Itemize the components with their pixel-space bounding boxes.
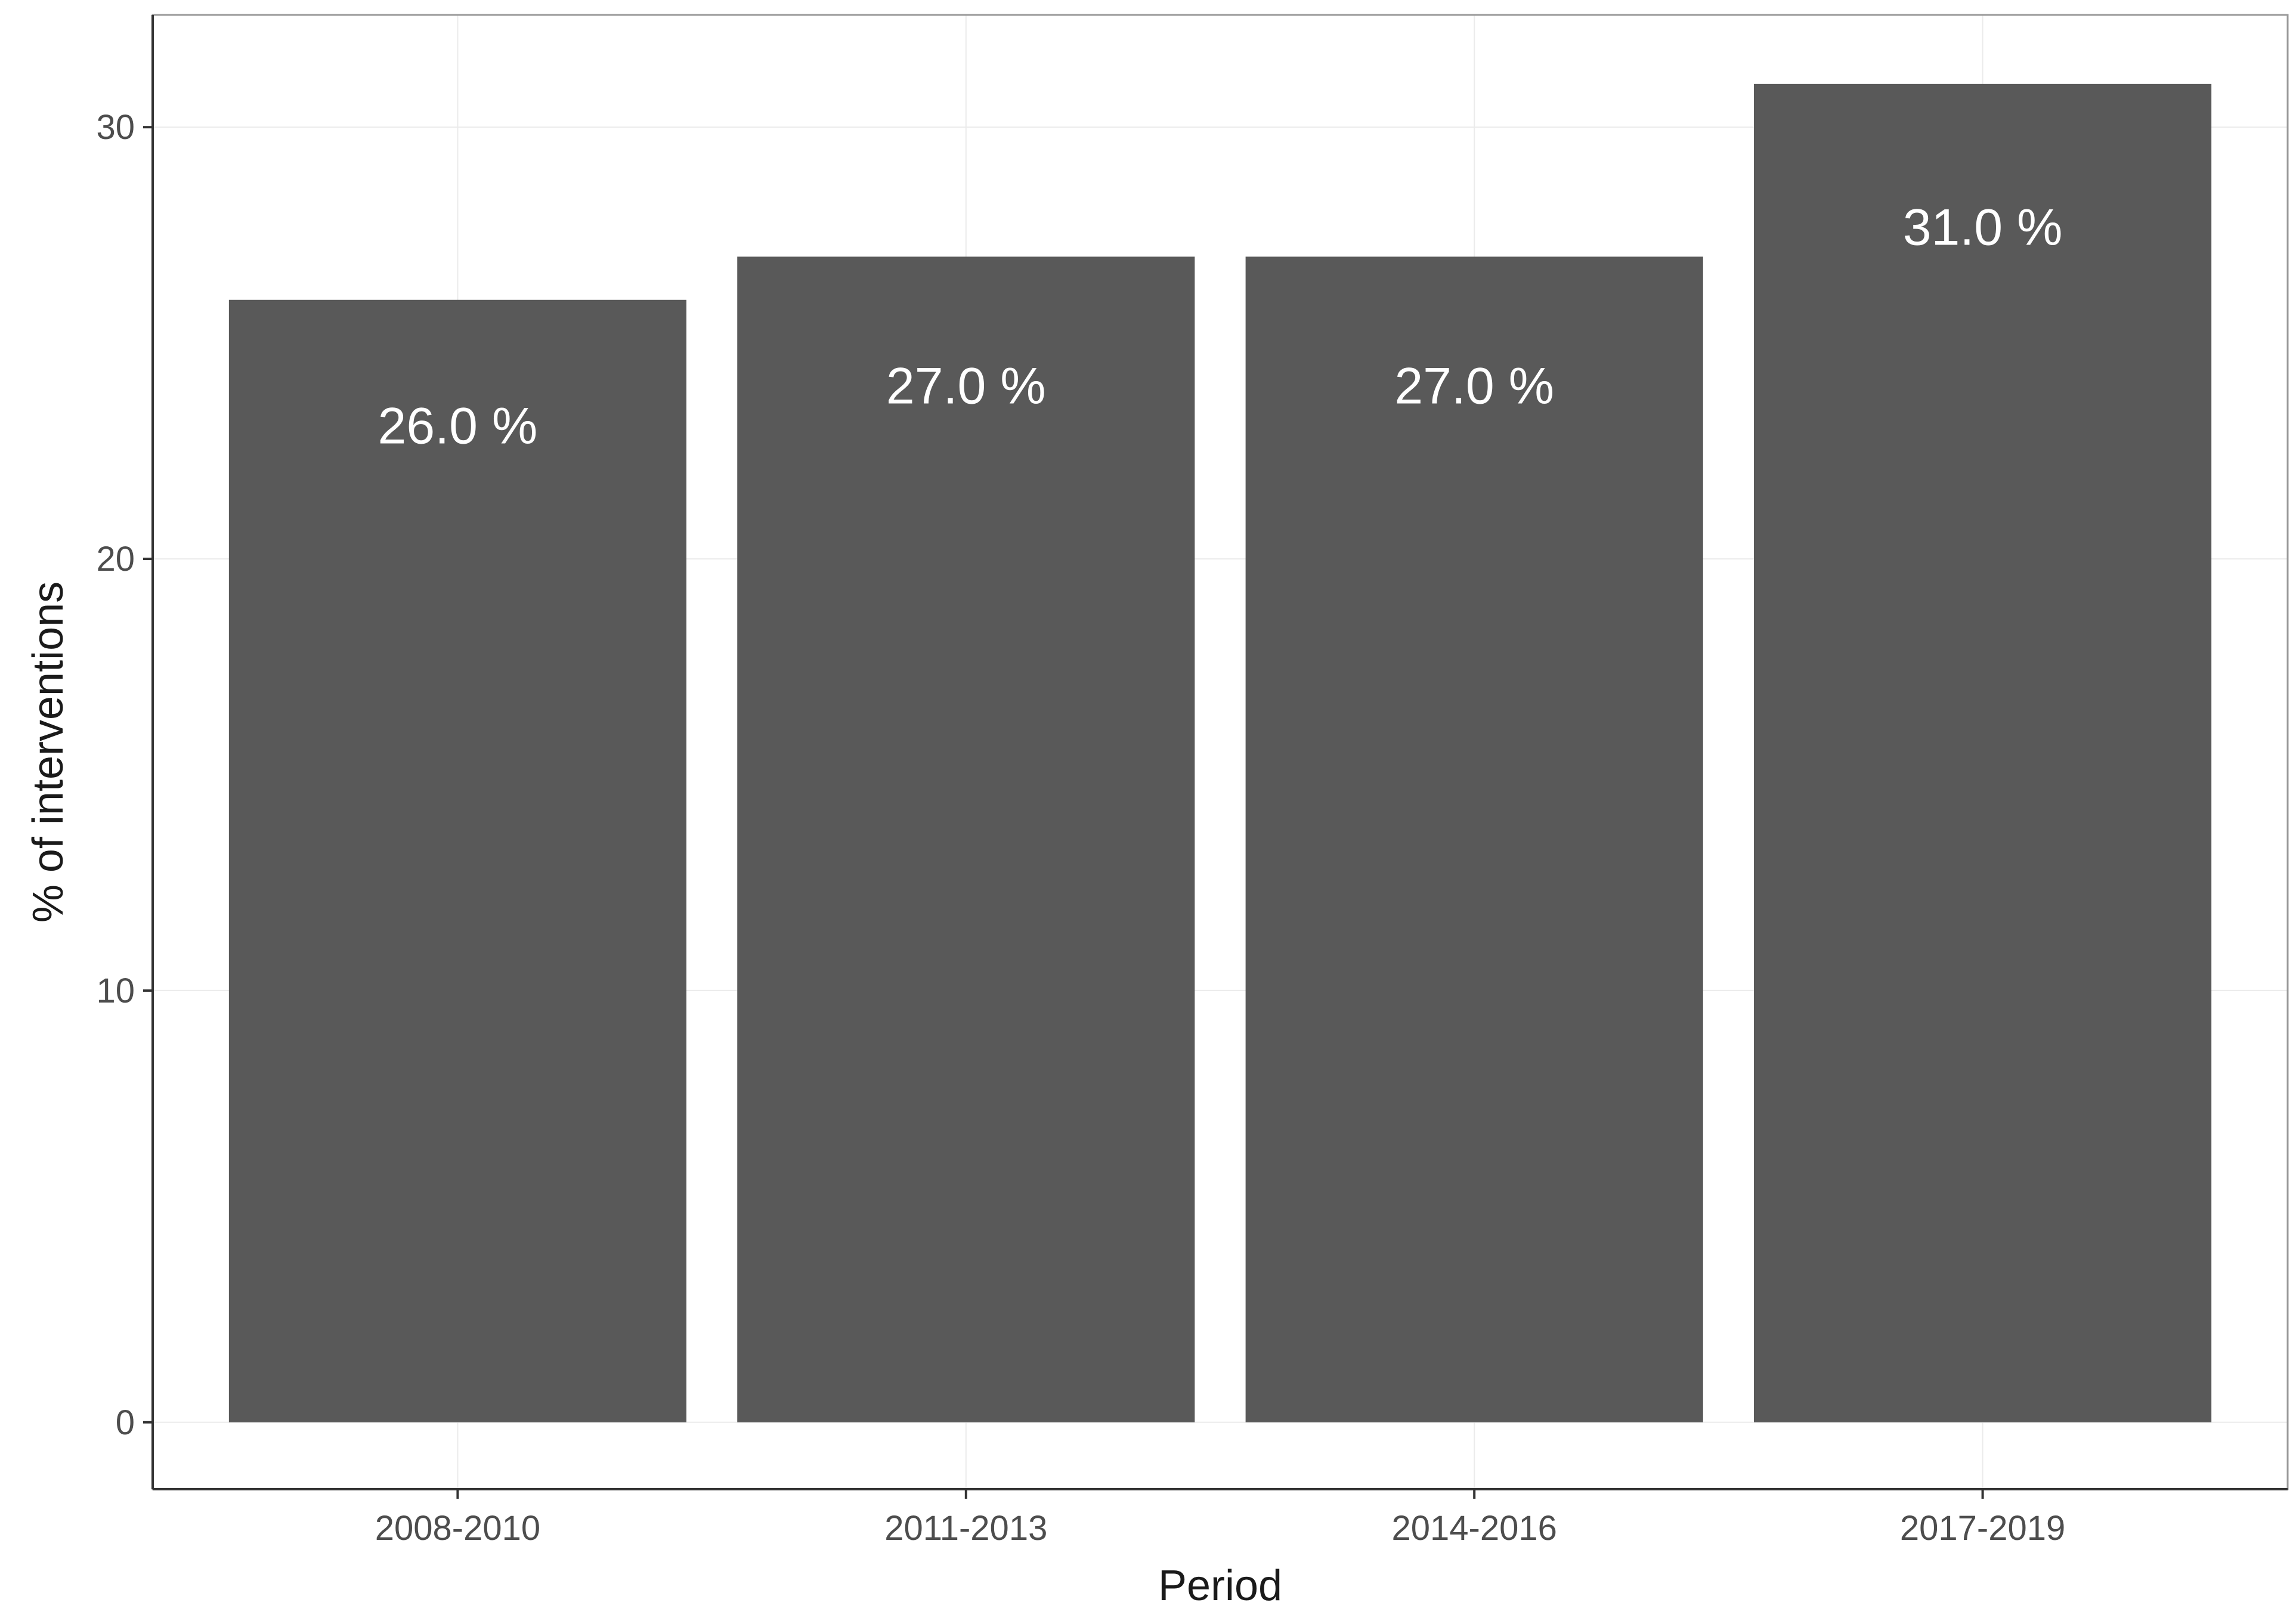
y-tick-label: 20 — [96, 540, 135, 579]
y-tick-label: 0 — [116, 1403, 135, 1442]
y-axis-ticks: 0 10 20 30 — [96, 108, 153, 1442]
x-tick-label: 2017-2019 — [1900, 1509, 2065, 1548]
bars — [228, 83, 2212, 1422]
y-tick-label: 10 — [96, 972, 135, 1010]
bar-2017-2019 — [1754, 83, 2212, 1422]
bar-2014-2016 — [1245, 256, 1703, 1422]
x-axis-title: Period — [1158, 1562, 1282, 1610]
bar-value-labels: 26.0 % 27.0 % 27.0 % 31.0 % — [378, 199, 2063, 454]
y-axis-title: % of interventions — [24, 581, 72, 923]
bar-value-label: 31.0 % — [1903, 199, 2063, 256]
bar-2011-2013 — [737, 256, 1195, 1422]
bar-value-label: 26.0 % — [378, 397, 538, 454]
x-axis-ticks: 2008-2010 2011-2013 2014-2016 2017-2019 — [375, 1489, 2065, 1548]
x-tick-label: 2008-2010 — [375, 1509, 540, 1548]
bar-value-label: 27.0 % — [886, 358, 1046, 415]
x-tick-label: 2011-2013 — [884, 1509, 1047, 1548]
y-tick-label: 30 — [96, 108, 135, 147]
bar-value-label: 27.0 % — [1394, 358, 1554, 415]
x-tick-label: 2014-2016 — [1392, 1509, 1557, 1548]
bar-2008-2010 — [228, 299, 686, 1422]
